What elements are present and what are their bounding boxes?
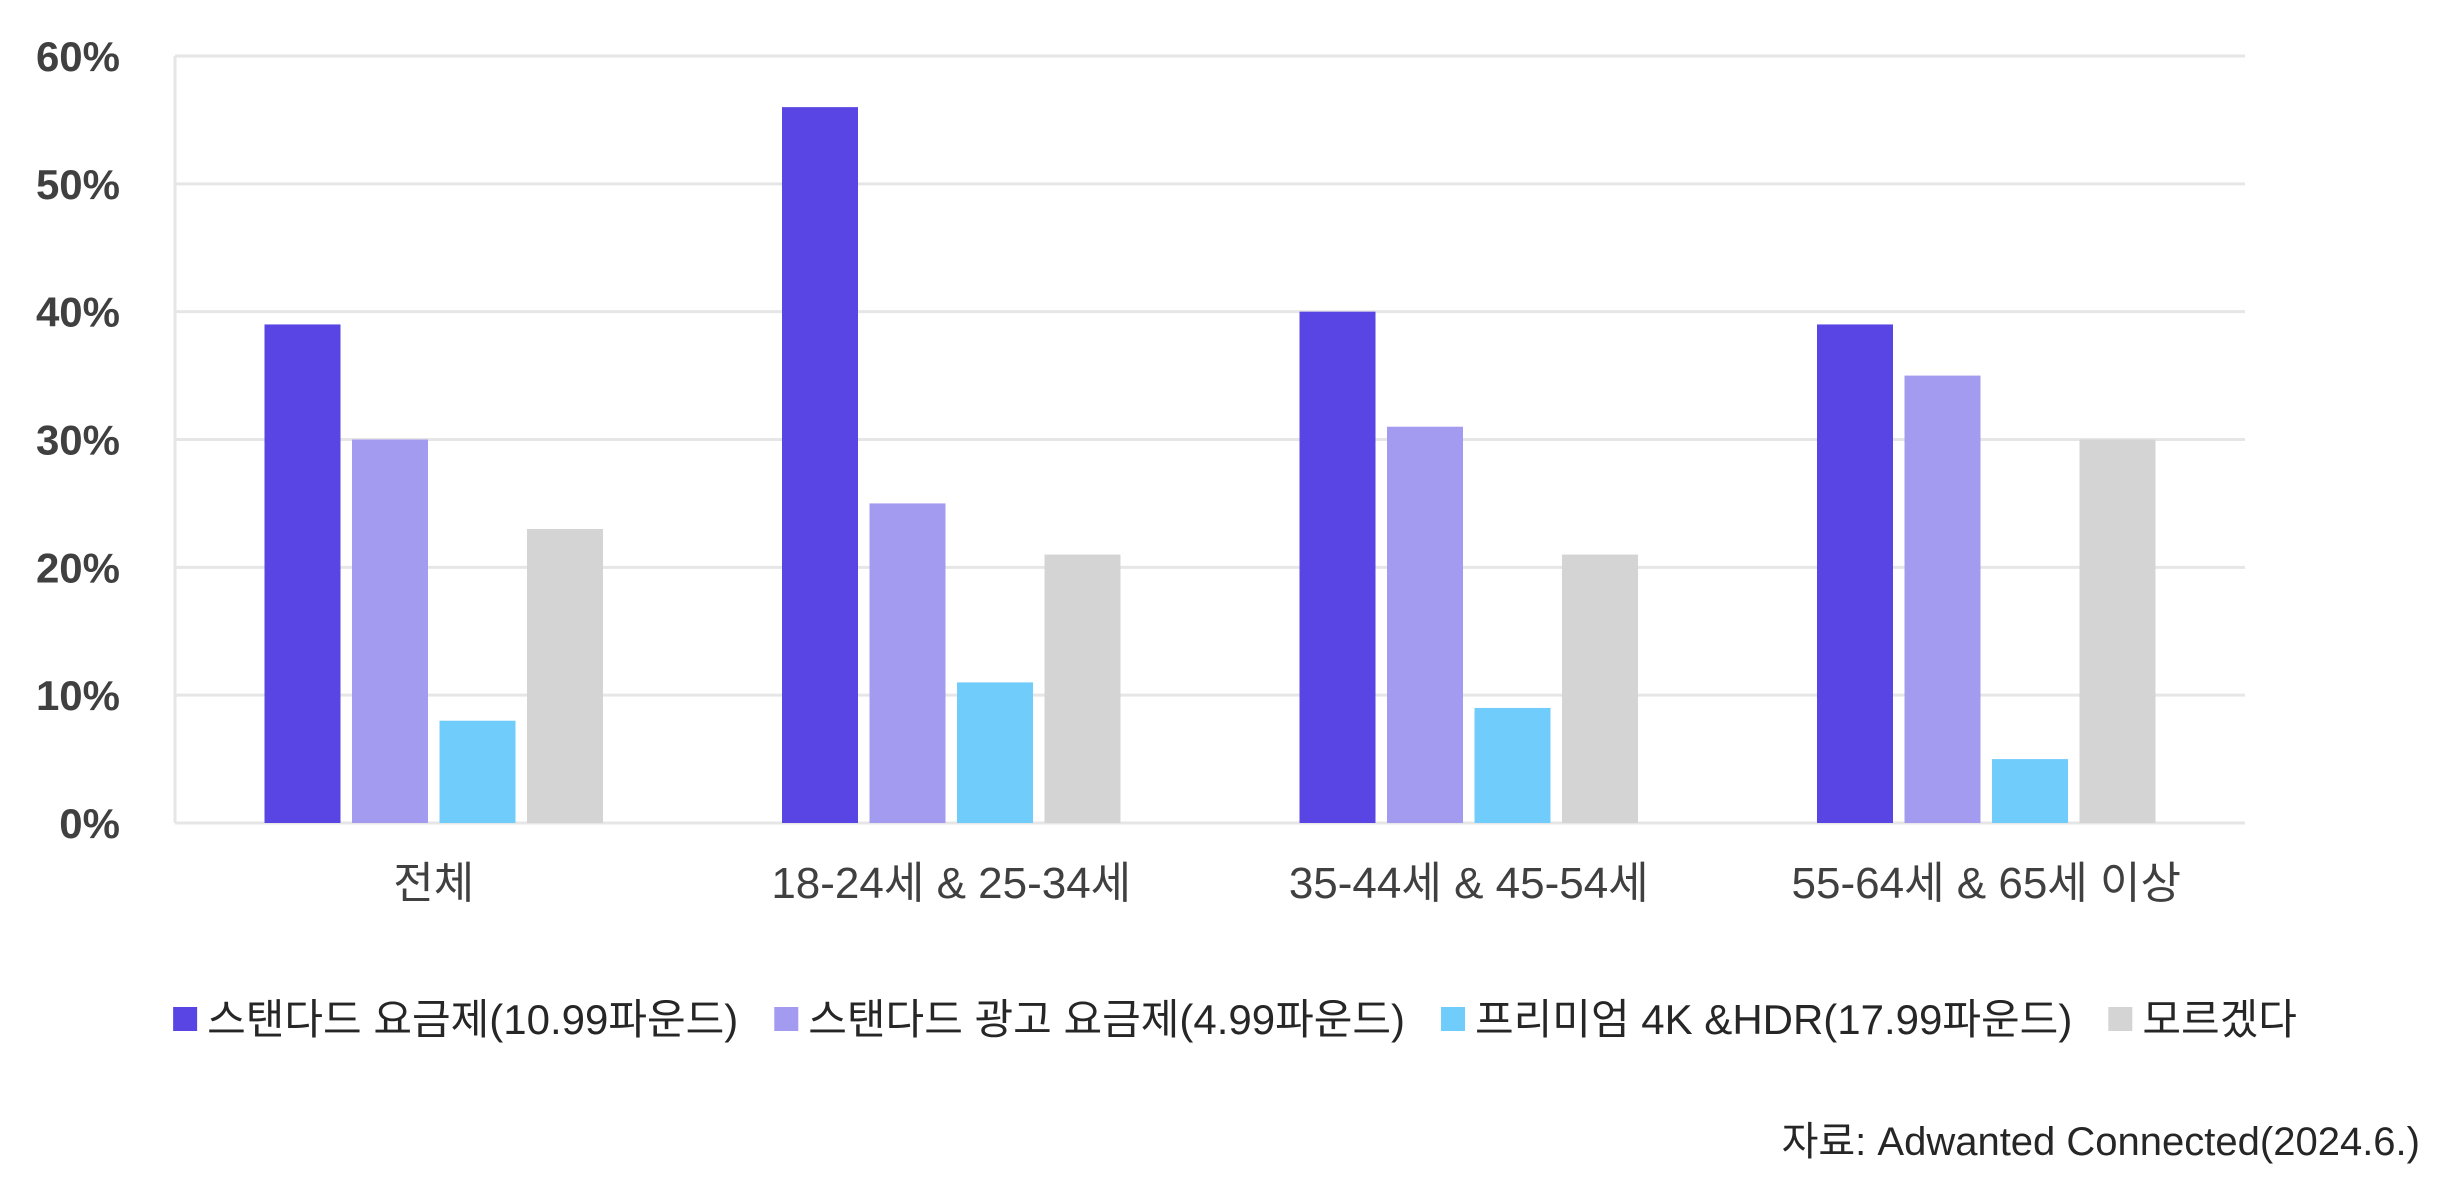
legend-label: 프리미엄 4K &HDR(17.99파운드) <box>1475 996 2072 1043</box>
bar <box>1992 759 2068 823</box>
bar <box>1299 311 1376 823</box>
bar <box>1387 426 1463 823</box>
x-tick-label: 18-24세 & 25-34세 <box>771 859 1131 908</box>
legend-label: 스탠다드 요금제(10.99파운드) <box>207 996 738 1043</box>
legend-swatch <box>1441 1007 1466 1031</box>
bar <box>869 503 946 823</box>
x-tick-label: 전체 <box>393 859 474 908</box>
bar <box>2079 439 2156 823</box>
bar <box>264 324 341 823</box>
legend-swatch <box>173 1007 198 1031</box>
y-tick-label: 30% <box>36 417 120 464</box>
y-axis: 0% 10% 20% 30% 40% 50% 60% <box>36 33 120 847</box>
bar <box>352 439 428 823</box>
bar <box>1904 375 1981 823</box>
legend: 스탠다드 요금제(10.99파운드) 스탠다드 광고 요금제(4.99파운드) 프리… <box>173 996 2297 1043</box>
legend-swatch <box>2108 1007 2133 1031</box>
legend-item: 모르겠다 <box>2108 996 2297 1043</box>
bar <box>782 107 858 824</box>
x-tick-label: 55-64세 & 65세 이상 <box>1792 859 2181 908</box>
legend-label: 모르겠다 <box>2142 996 2297 1043</box>
y-tick-label: 60% <box>36 33 120 80</box>
bar <box>1474 707 1551 823</box>
legend-label: 스탠다드 광고 요금제(4.99파운드) <box>808 996 1405 1043</box>
legend-item: 스탠다드 요금제(10.99파운드) <box>173 996 738 1043</box>
bar <box>1044 554 1121 823</box>
y-tick-label: 0% <box>59 800 120 847</box>
y-tick-label: 50% <box>36 161 120 208</box>
bar <box>1817 324 1893 823</box>
legend-swatch <box>774 1007 799 1031</box>
bar <box>957 682 1033 823</box>
y-tick-label: 10% <box>36 672 120 719</box>
y-tick-label: 40% <box>36 289 120 336</box>
legend-item: 프리미엄 4K &HDR(17.99파운드) <box>1441 996 2072 1043</box>
gridlines <box>173 54 2245 825</box>
x-tick-label: 35-44세 & 45-54세 <box>1289 859 1649 908</box>
bars <box>264 107 2156 824</box>
bar <box>439 720 516 823</box>
legend-item: 스탠다드 광고 요금제(4.99파운드) <box>774 996 1405 1043</box>
y-tick-label: 20% <box>36 544 120 591</box>
x-axis: 전체 18-24세 & 25-34세 35-44세 & 45-54세 55-64세 &… <box>393 859 2181 908</box>
source-note: 자료: Adwanted Connected(2024.6.) <box>1782 1120 2420 1164</box>
bar <box>527 528 603 823</box>
bar <box>1562 554 1638 823</box>
